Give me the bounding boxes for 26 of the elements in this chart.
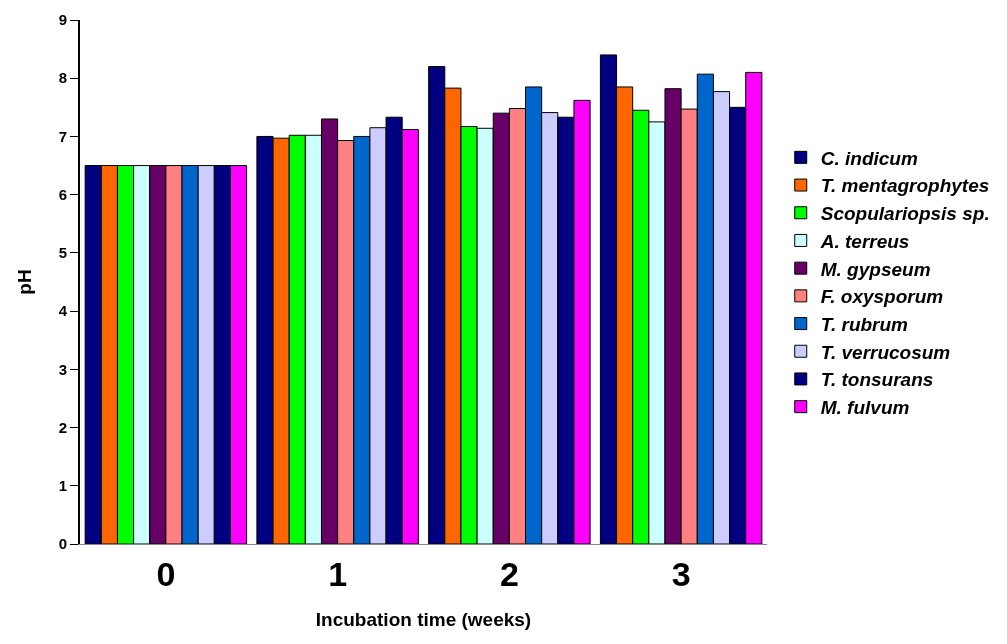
- y-tick-label: 4: [58, 302, 68, 320]
- y-tick-label: 7: [58, 127, 67, 145]
- legend-label: T. tonsurans: [820, 369, 934, 391]
- y-tick-label: 5: [58, 244, 67, 262]
- y-tick-label: 1: [58, 477, 67, 495]
- x-tick-label: 2: [499, 554, 519, 593]
- legend-label: T. verrucosum: [820, 341, 951, 363]
- legend-label: M. gypseum: [820, 258, 931, 280]
- y-tick-label: 2: [58, 418, 67, 436]
- legend-label: T. rubrum: [820, 313, 909, 335]
- x-axis-title: Incubation time (weeks): [315, 608, 532, 630]
- legend-label: M. fulvum: [820, 397, 910, 419]
- y-tick-label: 8: [58, 69, 67, 87]
- x-tick-label: 3: [671, 554, 691, 593]
- y-tick-label: 9: [58, 11, 67, 29]
- y-axis-title: pH: [14, 269, 35, 295]
- legend-label: T. mentagrophytes: [820, 175, 990, 197]
- x-tick-label: 0: [156, 554, 176, 593]
- legend-label: C. indicum: [820, 147, 918, 169]
- legend-label: A. terreus: [819, 230, 910, 252]
- legend-label: Scopulariopsis sp.: [820, 203, 990, 225]
- y-tick-label: 6: [58, 185, 67, 203]
- y-tick-label: 3: [58, 360, 67, 378]
- legend-label: F. oxysporum: [820, 286, 944, 308]
- x-tick-label: 1: [328, 554, 348, 593]
- y-tick-label: 0: [58, 535, 67, 553]
